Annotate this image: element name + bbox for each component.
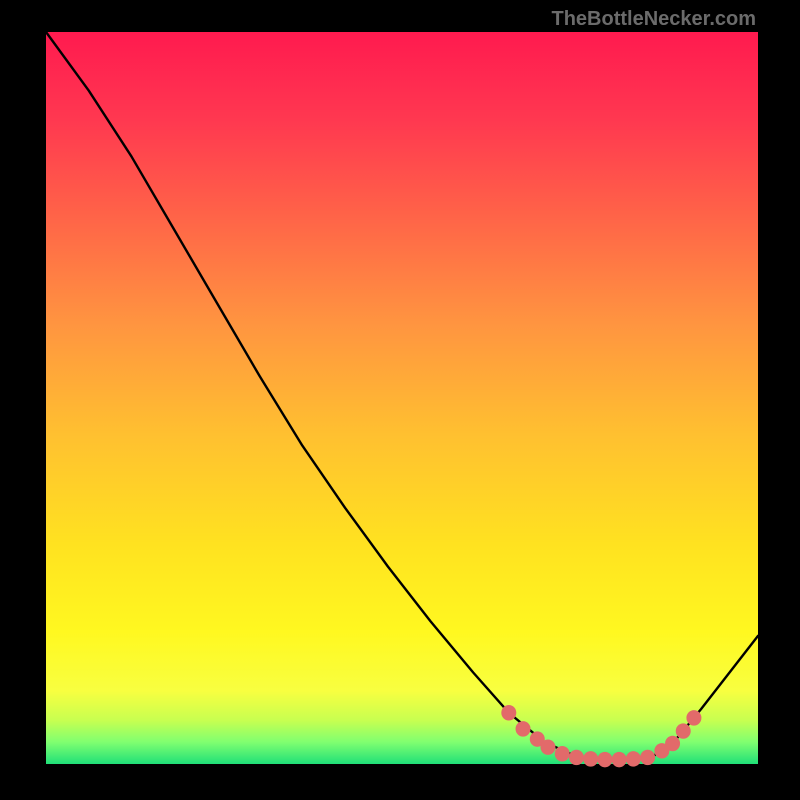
chart-svg [46, 32, 758, 764]
valley-dot [583, 751, 598, 766]
valley-dot [555, 746, 570, 761]
valley-dot [540, 739, 555, 754]
valley-dot [640, 750, 655, 765]
chart-stage: TheBottleNecker.com [0, 0, 800, 800]
valley-dot [501, 705, 516, 720]
valley-dot [676, 723, 691, 738]
valley-dot [626, 751, 641, 766]
bottleneck-curve [46, 32, 758, 760]
watermark-text: TheBottleNecker.com [551, 8, 756, 31]
valley-dot [516, 721, 531, 736]
valley-dot [597, 752, 612, 767]
valley-dot [569, 750, 584, 765]
valley-dot [612, 752, 627, 767]
valley-dot [665, 736, 680, 751]
valley-dot [686, 710, 701, 725]
plot-area [46, 32, 758, 764]
